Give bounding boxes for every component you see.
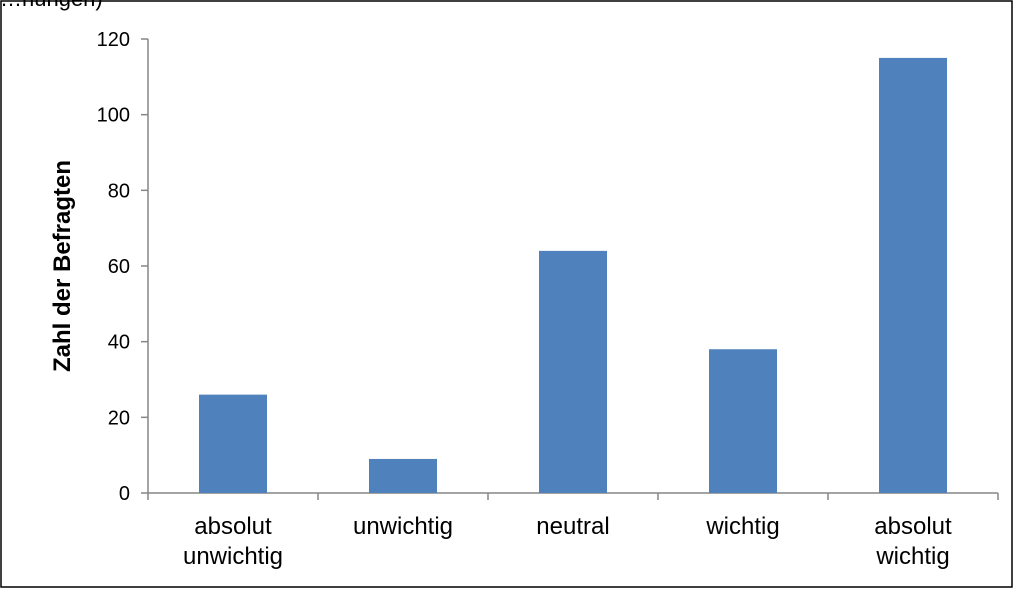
y-axis: 0 20 40 60 80 100 120 [97,29,149,505]
bar [879,57,947,494]
bar [709,349,777,493]
y-tick-label: 60 [108,256,130,278]
y-tick-label: 0 [119,483,130,505]
bar [199,394,267,493]
y-tick-label: 100 [97,105,130,127]
x-tick-label: wichtig [705,513,779,540]
y-tick-label: 20 [108,407,130,429]
y-axis-title: Zahl der Befragten [49,160,76,372]
y-tick-label: 80 [108,180,130,202]
bar [369,458,437,493]
y-tick-label: 120 [97,29,130,51]
y-axis-label: Zahl der Befragten [49,160,76,372]
x-axis: absolut unwichtig unwichtig neutral wichtig a… [147,492,999,570]
bars [199,57,947,494]
bar [539,250,607,493]
clipped-caption-text: …nungen) [0,0,103,12]
x-tick-label: neutral [536,513,609,540]
x-tick-label: absolut unwichtig [183,513,283,570]
x-tick-label: absolut wichtig [874,513,952,570]
x-tick-label: unwichtig [353,513,453,540]
y-tick-label: 40 [108,332,130,354]
